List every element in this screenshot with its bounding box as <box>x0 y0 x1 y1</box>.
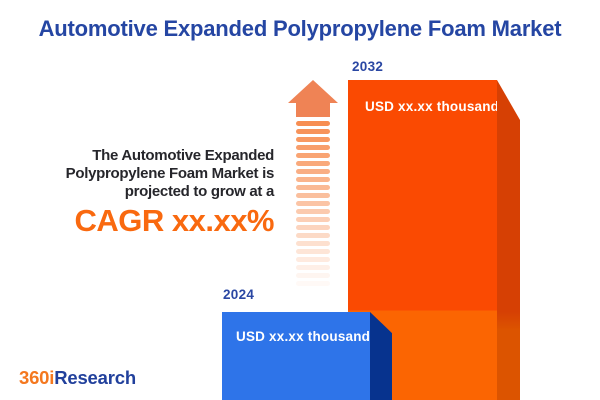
growth-arrow-icon <box>288 80 338 117</box>
description-line: Polypropylene Foam Market is <box>65 165 275 182</box>
page-title: Automotive Expanded Polypropylene Foam M… <box>38 16 562 41</box>
logo: 360iResearch <box>19 367 136 389</box>
bar-2032-value: USD xx.xx thousand <box>365 99 500 114</box>
bar-label-2024: 2024 <box>223 287 255 302</box>
bar-2024-value: USD xx.xx thousand <box>236 329 371 344</box>
cagr-value: CAGR xx.xx% <box>74 203 274 238</box>
bar-2032-side-face <box>497 80 520 400</box>
logo-suffix: Research <box>54 367 136 388</box>
description-block: The Automotive Expanded Polypropylene Fo… <box>18 147 275 238</box>
bar-2024-side-face <box>370 312 392 400</box>
bar-label-2032: 2032 <box>352 59 384 74</box>
description-line: The Automotive Expanded <box>92 147 274 164</box>
description-line: projected to grow at a <box>124 183 275 200</box>
logo-prefix: 360i <box>19 367 55 388</box>
growth-arrow-dashes <box>296 121 330 289</box>
bar-2024: USD xx.xx thousand <box>222 312 370 400</box>
